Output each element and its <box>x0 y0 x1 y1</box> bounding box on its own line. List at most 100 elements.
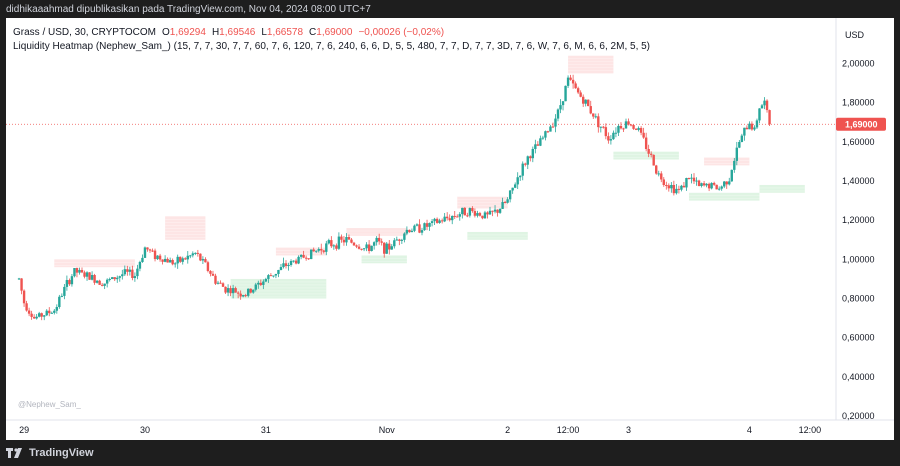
candle-body <box>627 121 630 125</box>
candle-body <box>377 237 381 242</box>
candle-body <box>541 137 545 139</box>
candle-body <box>347 237 351 240</box>
candle-body <box>83 272 86 277</box>
candle-body <box>423 223 426 231</box>
bid-liquidity-zone <box>613 151 679 160</box>
candle-body <box>760 105 764 109</box>
candle-body <box>624 121 628 129</box>
candle-body <box>519 175 522 178</box>
candle-body <box>143 247 147 258</box>
candle-body <box>745 127 749 130</box>
candle-body <box>168 260 172 263</box>
candle-body <box>413 225 416 231</box>
candle-body <box>123 269 127 275</box>
candle-body <box>508 190 512 200</box>
time-tick-label: 12:00 <box>799 425 822 435</box>
candle-body <box>574 83 577 89</box>
symbol-line[interactable]: Grass / USD, 30, CRYPTOCOM <box>13 27 156 38</box>
footer-brand[interactable]: TradingView <box>29 447 94 459</box>
candle-body <box>594 116 597 118</box>
candle-body <box>735 147 739 161</box>
open-value: 1,69294 <box>169 27 206 38</box>
candle-body <box>191 253 195 256</box>
candle-body <box>35 316 38 319</box>
candle-body <box>345 237 348 243</box>
candle-body <box>330 240 333 247</box>
candle-body <box>118 276 121 278</box>
candle-body <box>559 105 562 110</box>
candle-body <box>78 269 81 273</box>
price-axis[interactable]: 2,00000 1,80000 1,60000 1,40000 1,20000 1,000… <box>842 59 875 421</box>
ask-liquidity-zone <box>275 247 327 256</box>
candle-body <box>388 243 391 250</box>
candle-body <box>647 149 650 154</box>
close-key: C <box>309 27 317 38</box>
candle-body <box>307 258 310 260</box>
candle-body <box>619 125 623 129</box>
candle-body <box>73 268 76 277</box>
candle-body <box>526 156 529 165</box>
candle-body <box>282 263 285 268</box>
candle-body <box>173 263 177 265</box>
candle-body <box>707 183 711 189</box>
time-tick-label: 30 <box>140 425 150 435</box>
footer: TradingView <box>6 444 94 462</box>
candle-body <box>229 288 232 294</box>
candle-body <box>126 269 129 272</box>
candle-body <box>385 243 388 254</box>
price-tick-label: 1,20000 <box>842 215 875 225</box>
candle-body <box>587 99 590 107</box>
candle-body <box>312 249 315 252</box>
time-tick-label: 12:00 <box>557 425 580 435</box>
bid-liquidity-zone <box>688 192 760 201</box>
candle-body <box>768 110 771 125</box>
candle-body <box>176 256 179 264</box>
candle-body <box>571 79 575 84</box>
candle-body <box>322 250 325 252</box>
candle-body <box>48 310 51 314</box>
candle-body <box>453 215 456 217</box>
candle-body <box>194 252 197 254</box>
candle-body <box>725 181 728 185</box>
publisher-line: didhikaaahmad dipublikasikan pada Tradin… <box>6 4 371 15</box>
candle-body <box>20 278 23 291</box>
indicator-line[interactable]: Liquidity Heatmap (Nephew_Sam_) (15, 7, … <box>13 41 651 52</box>
candle-body <box>458 214 461 217</box>
candle-body <box>201 259 205 261</box>
time-axis[interactable]: 29 30 31 Nov 2 12:00 3 4 12:00 <box>19 425 821 435</box>
ask-liquidity-zone <box>54 259 135 268</box>
candle-body <box>556 109 560 119</box>
candle-body <box>264 278 268 282</box>
candle-body <box>629 124 633 126</box>
candle-body <box>196 252 200 254</box>
candle-body <box>304 257 308 259</box>
candle-body <box>390 246 393 250</box>
candle-body <box>277 269 280 274</box>
candle-body <box>40 313 43 317</box>
candle-body <box>75 268 79 273</box>
candle-body <box>534 144 537 149</box>
candle-body <box>743 127 746 136</box>
price-tick-label: 1,60000 <box>842 137 875 147</box>
candle-body <box>753 127 756 130</box>
candle-body <box>189 255 192 257</box>
candle-body <box>100 284 104 286</box>
candle-body <box>461 207 464 215</box>
candle-body <box>184 258 187 260</box>
candle-body <box>342 239 346 243</box>
candle-body <box>740 135 744 142</box>
candle-body <box>383 242 386 254</box>
candle-body <box>415 224 419 226</box>
price-tick-label: 1,40000 <box>842 176 875 186</box>
candle-body <box>199 253 202 261</box>
currency-label: USD <box>845 30 865 40</box>
candle-body <box>350 239 353 243</box>
candle-body <box>43 315 46 317</box>
candle-body <box>131 269 134 279</box>
candle-body <box>360 248 363 250</box>
candle-body <box>597 116 600 128</box>
candle-body <box>564 85 567 102</box>
candle-body <box>111 277 114 279</box>
candle-body <box>511 187 514 191</box>
